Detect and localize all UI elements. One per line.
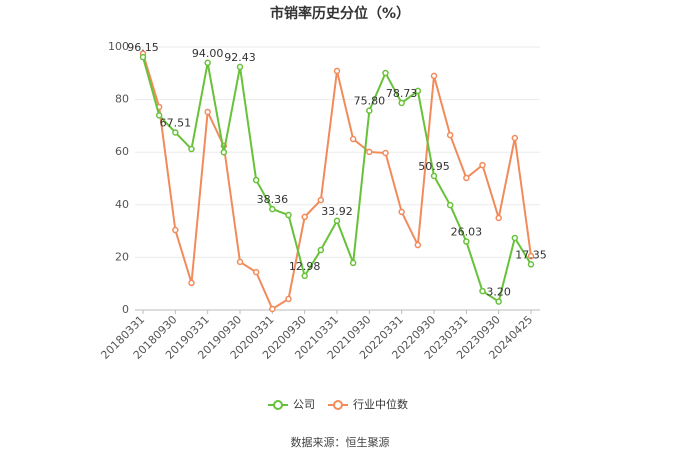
data-point [349, 135, 357, 143]
data-point [366, 107, 373, 114]
chart-title: 市销率历史分位（%） [270, 5, 410, 22]
data-label: 67.51 [160, 116, 192, 129]
data-point [382, 149, 389, 157]
data-point [414, 87, 422, 95]
data-label: 78.73 [386, 87, 418, 100]
data-point [430, 172, 438, 180]
data-point [236, 258, 244, 266]
data-point [430, 72, 438, 80]
data-label: 3.20 [486, 286, 511, 299]
y-tick-label: 0 [122, 303, 129, 316]
data-label: 94.00 [192, 47, 224, 60]
data-point [495, 214, 502, 222]
data-label: 33.92 [321, 205, 353, 218]
data-point [220, 148, 228, 156]
data-point [269, 305, 276, 313]
data-point [317, 196, 325, 204]
data-point [204, 108, 211, 116]
data-point [527, 261, 535, 268]
legend-marker [333, 400, 343, 410]
data-point [463, 238, 470, 245]
data-point [349, 259, 357, 267]
y-tick-label: 60 [115, 145, 129, 158]
data-point [139, 53, 147, 61]
data-point [333, 217, 341, 225]
data-point [269, 205, 276, 213]
data-point [495, 298, 502, 305]
data-label: 50.95 [418, 160, 450, 173]
data-point [188, 145, 195, 153]
data-label: 17.35 [515, 248, 547, 261]
data-label: 92.43 [224, 51, 256, 64]
data-point [446, 131, 454, 139]
data-point [527, 252, 535, 260]
data-point [236, 63, 244, 71]
data-point [398, 99, 405, 107]
data-label: 75.80 [354, 95, 386, 108]
data-point [285, 211, 292, 219]
y-tick-label: 40 [115, 198, 129, 211]
data-point [252, 176, 260, 184]
y-tick-label: 20 [115, 250, 129, 263]
data-point [172, 129, 179, 136]
data-point [446, 201, 454, 209]
source-note: 数据来源：恒生聚源 [291, 435, 390, 449]
data-point [511, 234, 519, 242]
data-point [301, 213, 308, 221]
data-point [479, 161, 486, 169]
legend-label: 公司 [293, 398, 315, 411]
data-point [317, 246, 325, 254]
data-point [414, 241, 422, 249]
data-point [155, 112, 163, 119]
data-point [382, 69, 389, 77]
data-label: 26.03 [451, 226, 483, 239]
data-label: 96.15 [127, 41, 159, 54]
data-point [188, 279, 195, 287]
data-point [511, 134, 519, 142]
data-point [285, 295, 292, 303]
data-point [252, 268, 260, 276]
data-point [204, 59, 211, 67]
data-point [333, 67, 341, 75]
data-point [479, 287, 486, 295]
legend-marker [273, 400, 283, 410]
data-label: 38.36 [257, 193, 289, 206]
data-label: 12.98 [289, 260, 321, 273]
data-point [366, 148, 373, 156]
y-tick-label: 100 [108, 40, 129, 53]
data-point [172, 226, 179, 234]
data-point [301, 272, 308, 280]
legend-label: 行业中位数 [353, 397, 408, 411]
data-point [398, 208, 405, 216]
y-tick-label: 80 [115, 93, 129, 106]
data-point [463, 174, 470, 182]
